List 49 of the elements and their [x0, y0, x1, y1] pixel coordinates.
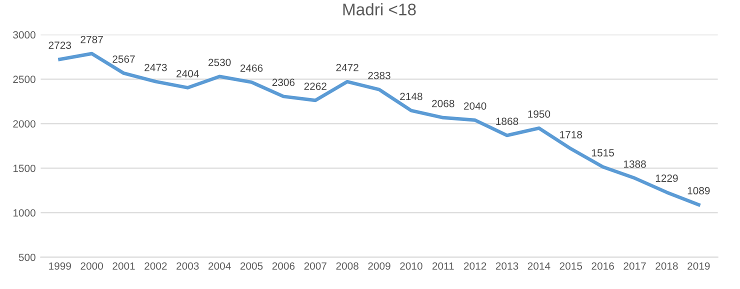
data-label: 2383: [368, 72, 390, 80]
x-tick-label: 2014: [528, 262, 550, 270]
x-tick-label: 2003: [176, 262, 199, 270]
data-label: 2787: [80, 36, 103, 44]
data-label: 1388: [624, 160, 646, 168]
y-tick-label: 500: [18, 254, 36, 262]
y-tick-label: 3000: [13, 31, 36, 39]
x-tick-label: 2005: [240, 262, 263, 270]
x-tick-label: 2017: [624, 262, 646, 270]
data-label: 2306: [272, 78, 295, 86]
data-label: 1515: [592, 149, 614, 156]
data-label: 2567: [112, 55, 135, 63]
data-label: 1868: [496, 118, 518, 126]
data-label: 2530: [208, 58, 231, 66]
data-label: 1718: [560, 131, 582, 138]
y-tick-label: 2000: [13, 120, 36, 128]
x-tick-label: 2011: [432, 262, 454, 270]
x-tick-label: 2010: [400, 262, 422, 270]
data-label: 1229: [656, 174, 678, 182]
data-label: 2472: [336, 64, 358, 72]
x-tick-label: 1999: [49, 262, 71, 270]
x-tick-label: 2018: [656, 262, 678, 270]
x-tick-label: 2012: [464, 262, 486, 270]
data-label: 2068: [432, 100, 454, 108]
data-label: 2262: [304, 82, 326, 90]
x-tick-label: 2002: [144, 262, 167, 270]
data-label: 2040: [464, 102, 486, 110]
data-label: 2148: [400, 92, 422, 100]
data-label: 2473: [144, 64, 167, 72]
x-tick-label: 2000: [80, 262, 103, 270]
x-tick-label: 2009: [368, 262, 390, 270]
x-tick-label: 2019: [688, 262, 710, 270]
data-label: 1950: [528, 110, 550, 118]
x-tick-label: 2016: [592, 262, 614, 270]
x-tick-label: 2001: [112, 262, 135, 270]
y-tick-label: 2500: [13, 76, 36, 84]
x-tick-label: 2015: [560, 262, 582, 270]
x-tick-label: 2006: [272, 262, 295, 270]
x-tick-label: 2007: [304, 262, 326, 270]
data-label: 2404: [176, 70, 199, 78]
data-label: 1089: [688, 187, 710, 194]
data-label: 2723: [48, 42, 71, 49]
y-tick-label: 1000: [13, 209, 36, 217]
data-label: 2466: [240, 64, 263, 72]
x-tick-label: 2008: [336, 262, 358, 270]
x-tick-label: 2013: [496, 262, 518, 270]
x-tick-label: 2004: [208, 262, 231, 270]
y-tick-label: 1500: [13, 164, 36, 172]
chart-title: Madri <18: [343, 3, 416, 16]
